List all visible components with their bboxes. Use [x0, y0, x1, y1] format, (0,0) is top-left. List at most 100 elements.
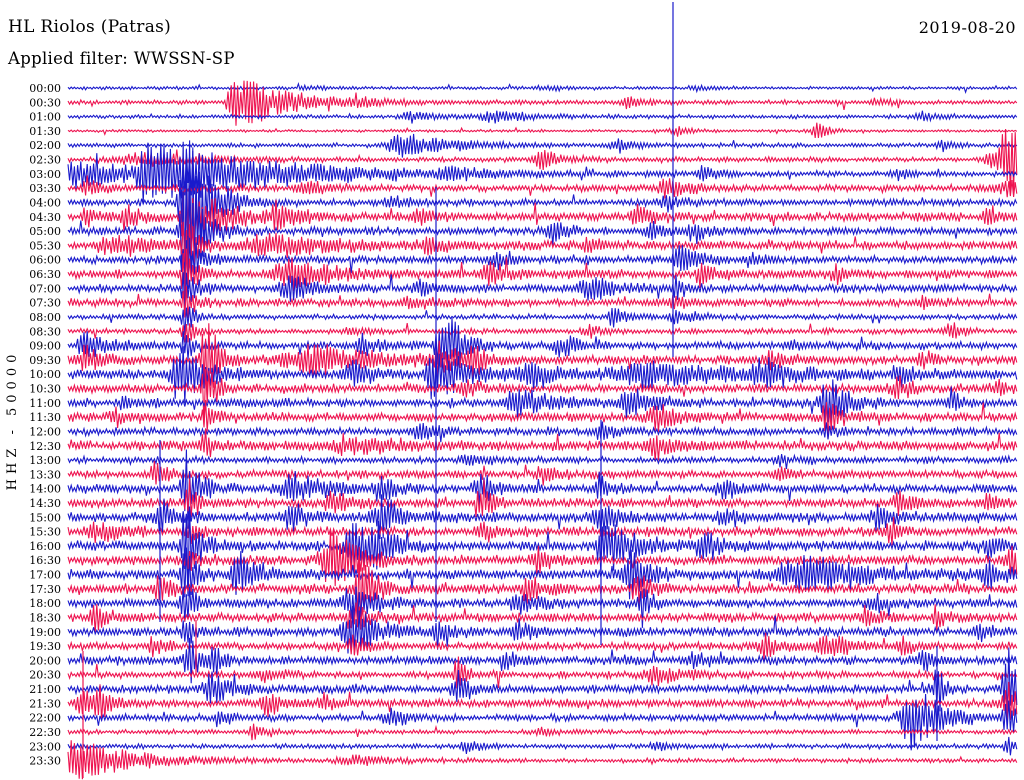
trace-row: [67, 586, 1018, 628]
row-time-label: 20:00: [29, 654, 61, 667]
trace-row: [67, 128, 1018, 196]
trace-row: [67, 81, 1018, 94]
row-time-label: 01:30: [29, 125, 61, 138]
row-time-label: 09:00: [29, 340, 61, 353]
row-time-label: 18:30: [29, 612, 61, 625]
trace-row: [67, 189, 1018, 271]
row-time-label: 16:30: [29, 554, 61, 567]
trace-row: [67, 369, 1018, 428]
row-time-label: 13:00: [29, 454, 61, 467]
trace-row: [67, 140, 1018, 296]
trace-row: [67, 143, 1018, 204]
trace-row: [67, 637, 1018, 684]
trace-row: [67, 421, 1018, 443]
trace-row: [67, 740, 1018, 780]
row-time-label: 04:00: [29, 197, 61, 210]
trace-row: [67, 478, 1018, 518]
row-time-label: 04:30: [29, 211, 61, 224]
row-time-label: 22:30: [29, 726, 61, 739]
row-time-label: 09:30: [29, 354, 61, 367]
trace-row: [67, 323, 1018, 402]
trace-row: [67, 428, 1018, 462]
trace-row: [67, 736, 1018, 756]
row-time-label: 02:30: [29, 154, 61, 167]
record-date: 2019-08-20: [918, 18, 1016, 37]
trace-row: [67, 647, 1018, 719]
row-time-label: 10:00: [29, 368, 61, 381]
row-time-label: 03:30: [29, 182, 61, 195]
row-time-label: 07:00: [29, 282, 61, 295]
row-time-label: 21:00: [29, 683, 61, 696]
trace-row: [67, 122, 1018, 138]
trace-row: [67, 602, 1018, 634]
trace-row: [67, 221, 1018, 269]
row-time-label: 02:00: [29, 139, 61, 152]
row-time-label: 11:30: [29, 411, 61, 424]
trace-row: [67, 184, 1018, 282]
row-time-label: 05:00: [29, 225, 61, 238]
trace-row: [67, 175, 1018, 199]
trace-row: [67, 693, 1018, 751]
trace-row: [67, 632, 1018, 661]
row-time-label: 16:00: [29, 540, 61, 553]
trace-row: [67, 346, 1018, 404]
row-time-label: 12:00: [29, 425, 61, 438]
row-time-label: 03:00: [29, 168, 61, 181]
trace-row: [67, 317, 1018, 367]
trace-row: [67, 286, 1018, 319]
trace-row: [67, 306, 1018, 336]
trace-row: [67, 546, 1018, 630]
trace-row: [67, 449, 1018, 529]
row-time-label: 15:30: [29, 526, 61, 539]
row-time-label: 06:30: [29, 268, 61, 281]
trace-row: [67, 272, 1018, 315]
row-time-label: 17:30: [29, 583, 61, 596]
trace-row: [67, 547, 1018, 600]
row-time-label: 23:00: [29, 740, 61, 753]
row-time-label: 15:00: [29, 511, 61, 524]
row-time-label: 10:30: [29, 383, 61, 396]
row-time-label: 12:30: [29, 440, 61, 453]
row-time-label: 06:00: [29, 254, 61, 267]
row-time-label: 11:00: [29, 397, 61, 410]
trace-row: [67, 605, 1018, 655]
trace-row: [67, 494, 1018, 540]
row-time-label: 01:00: [29, 111, 61, 124]
trace-row: [67, 322, 1018, 343]
trace-row: [67, 516, 1018, 546]
row-time-label: 17:00: [29, 569, 61, 582]
row-time-label: 20:30: [29, 669, 61, 682]
trace-row: [67, 237, 1018, 289]
row-time-label: 21:30: [29, 697, 61, 710]
row-time-label: 14:00: [29, 483, 61, 496]
row-time-label: 14:30: [29, 497, 61, 510]
trace-row: [67, 656, 1018, 689]
trace-row: [67, 529, 1018, 587]
trace-row: [67, 723, 1018, 741]
row-time-label: 18:00: [29, 597, 61, 610]
row-time-label: 00:30: [29, 96, 61, 109]
applied-filter-label: Applied filter: WWSSN-SP: [8, 49, 235, 68]
row-time-label: 05:30: [29, 239, 61, 252]
station-title: HL Riolos (Patras): [8, 17, 172, 37]
trace-row: [67, 110, 1018, 124]
trace-row: [67, 506, 1018, 592]
row-time-label: 19:30: [29, 640, 61, 653]
trace-row: [67, 400, 1018, 439]
trace-row: [67, 453, 1018, 469]
trace-row: [67, 80, 1018, 126]
row-time-label: 23:30: [29, 755, 61, 768]
row-time-label: 08:30: [29, 325, 61, 338]
trace-row: [67, 379, 1018, 425]
trace-row: [67, 460, 1018, 486]
row-time-label: 00:00: [29, 82, 61, 95]
row-time-label: 19:00: [29, 626, 61, 639]
row-time-label: 22:00: [29, 712, 61, 725]
row-time-label: 13:30: [29, 468, 61, 481]
row-time-label: 07:30: [29, 297, 61, 310]
trace-row: [67, 681, 1018, 722]
row-time-label: 08:00: [29, 311, 61, 324]
trace-row: [67, 133, 1018, 158]
